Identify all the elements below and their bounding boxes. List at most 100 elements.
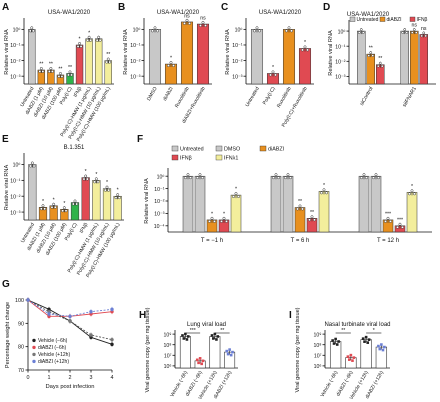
data-point	[347, 358, 351, 361]
data-point	[371, 54, 375, 57]
x-tick-label: IFNβ	[73, 86, 84, 99]
legend-swatch	[379, 16, 386, 22]
data-point	[85, 177, 89, 181]
legend-label: Untreated	[180, 147, 204, 153]
data-point	[213, 332, 217, 336]
data-point	[334, 337, 337, 341]
data-point	[39, 207, 43, 211]
data-point	[232, 195, 235, 199]
y-tick-label: 10⁹	[314, 332, 322, 338]
data-point	[220, 219, 223, 223]
x-tick-label: Poly(I:C)	[262, 86, 277, 106]
y-tick-label: 10⁻²	[10, 59, 21, 65]
data-point	[68, 314, 72, 319]
legend-label: IFNλ1	[224, 156, 238, 162]
bar	[92, 180, 101, 221]
significance-label: **	[378, 56, 382, 62]
data-point	[401, 225, 404, 229]
panel-letter-B: B	[118, 2, 125, 13]
data-point	[47, 70, 51, 73]
data-point	[376, 64, 380, 68]
data-point	[322, 188, 326, 192]
data-point	[184, 176, 187, 180]
data-point	[49, 67, 53, 70]
data-point	[52, 202, 56, 206]
y-tick-label: 10⁸	[314, 343, 322, 349]
bar	[282, 29, 296, 85]
data-point	[225, 349, 229, 353]
y-tick-label: 10⁻²	[335, 60, 346, 66]
data-point	[422, 31, 426, 35]
data-point	[420, 34, 424, 38]
data-point	[403, 28, 407, 31]
significance-label: *	[211, 211, 213, 217]
data-point	[30, 161, 34, 165]
data-point	[151, 29, 154, 33]
data-point	[290, 29, 293, 33]
bar	[104, 60, 112, 85]
bar	[113, 195, 122, 221]
data-point	[107, 188, 111, 192]
y-tick-label: 10⁰	[13, 28, 21, 34]
x-tick-label: 3	[90, 375, 93, 381]
data-point	[198, 357, 202, 360]
bar	[81, 177, 90, 221]
significance-label: *	[63, 201, 65, 207]
data-point	[378, 61, 382, 65]
bar	[375, 346, 388, 369]
chart-title: USA-WA1/2020	[48, 10, 91, 16]
significance-label: *	[373, 328, 375, 334]
data-point	[98, 38, 102, 42]
data-point	[234, 192, 238, 196]
legend-label: diABZI	[387, 17, 402, 23]
data-point	[381, 348, 385, 352]
data-point	[386, 216, 390, 220]
data-point	[380, 64, 384, 68]
bar	[28, 29, 36, 85]
significance-label: *	[42, 199, 44, 205]
significance-label: *	[170, 56, 172, 62]
data-point	[272, 176, 275, 180]
bar	[148, 29, 162, 85]
significance-label: **	[68, 65, 72, 71]
data-point	[53, 205, 57, 209]
data-point	[62, 206, 66, 210]
y-axis-label: Relative viral RNA	[4, 29, 10, 75]
data-point	[222, 216, 226, 220]
significance-label: *	[106, 180, 108, 186]
data-point	[215, 338, 218, 341]
data-point	[253, 29, 256, 33]
x-tick-label: 1	[48, 375, 51, 381]
data-point	[337, 340, 340, 343]
data-point	[389, 219, 392, 223]
data-point	[41, 204, 45, 208]
data-point	[225, 219, 228, 223]
data-point	[369, 51, 373, 54]
y-tick-label: 10⁻¹	[335, 44, 346, 50]
data-point	[60, 75, 64, 78]
y-tick-label: 10⁰	[235, 28, 243, 34]
y-axis-label: Percentage weight change	[5, 302, 11, 368]
panel-F: 10⁰ 10⁻¹ 10⁻² 10⁻³ 10⁻⁴ Relative viral RNA Unt…	[144, 145, 432, 244]
data-point	[76, 45, 80, 48]
y-tick-label: 10⁻¹	[154, 187, 165, 193]
data-point	[199, 24, 202, 27]
chart-title: USA-WA1/2020	[347, 12, 390, 18]
data-point	[210, 216, 214, 220]
data-point	[89, 333, 93, 337]
data-point	[372, 176, 375, 180]
y-tick-label: 10⁻³	[130, 74, 141, 80]
y-axis-label: Viral genome copy (per mg tissue)	[145, 307, 151, 392]
y-tick-label: 10⁷	[164, 353, 172, 359]
significance-label: *	[411, 184, 413, 190]
data-point	[361, 31, 365, 34]
bar	[358, 175, 370, 233]
bar	[250, 29, 264, 85]
bar	[94, 38, 103, 85]
data-point	[405, 31, 409, 34]
significance-label: ***	[190, 328, 196, 334]
data-point	[364, 335, 368, 339]
data-point	[79, 45, 83, 48]
